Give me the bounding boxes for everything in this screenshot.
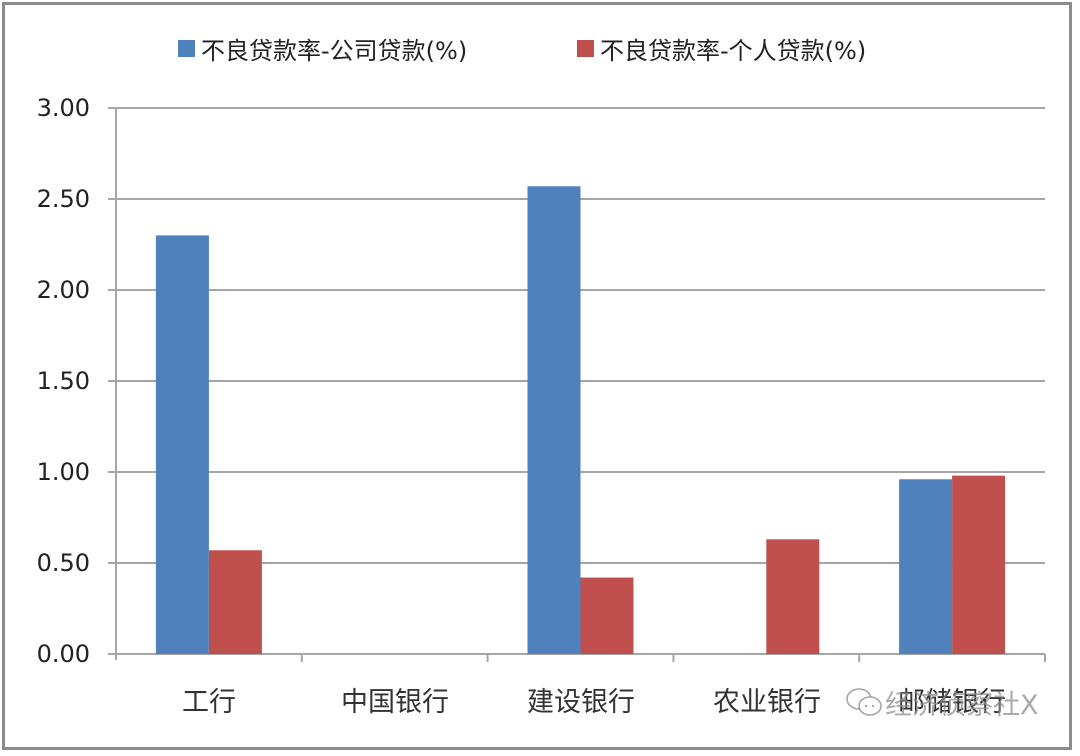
legend-swatch-red-icon: [577, 39, 594, 57]
x-tick-label: 邮储银行: [898, 687, 1006, 718]
x-tick-label: 中国银行: [341, 687, 449, 718]
bar: [155, 235, 209, 654]
bar: [527, 186, 581, 654]
legend-item-corporate: 不良贷款率-公司贷款(%): [178, 30, 467, 66]
legend-label: 不良贷款率-公司贷款(%): [201, 36, 468, 65]
y-tick-label: 1.50: [36, 367, 90, 395]
watermark: 经济侦察社X: [845, 683, 1039, 722]
y-tick-label: 0.00: [36, 640, 90, 668]
bar: [766, 539, 820, 654]
y-tick-label: 3.00: [36, 94, 90, 122]
x-tick-label: 农业银行: [713, 687, 821, 718]
x-tick-label: 工行: [182, 687, 236, 718]
bar: [208, 550, 262, 654]
legend-item-personal: 不良贷款率-个人贷款(%): [577, 30, 866, 66]
bar: [899, 479, 953, 654]
wechat-icon: [846, 687, 882, 716]
y-tick-label: 2.00: [36, 276, 90, 304]
legend-label: 不良贷款率-个人贷款(%): [600, 36, 867, 65]
legend-swatch-blue-icon: [178, 39, 195, 57]
y-tick-label: 1.00: [36, 458, 90, 486]
bar: [580, 577, 634, 654]
bar: [952, 475, 1006, 654]
watermark-text: 经济侦察社X: [885, 690, 1039, 721]
y-tick-label: 0.50: [36, 549, 90, 577]
legend: 不良贷款率-公司贷款(%) 不良贷款率-个人贷款(%): [0, 30, 1080, 66]
y-tick-label: 2.50: [36, 185, 90, 213]
x-tick-label: 建设银行: [527, 687, 635, 718]
